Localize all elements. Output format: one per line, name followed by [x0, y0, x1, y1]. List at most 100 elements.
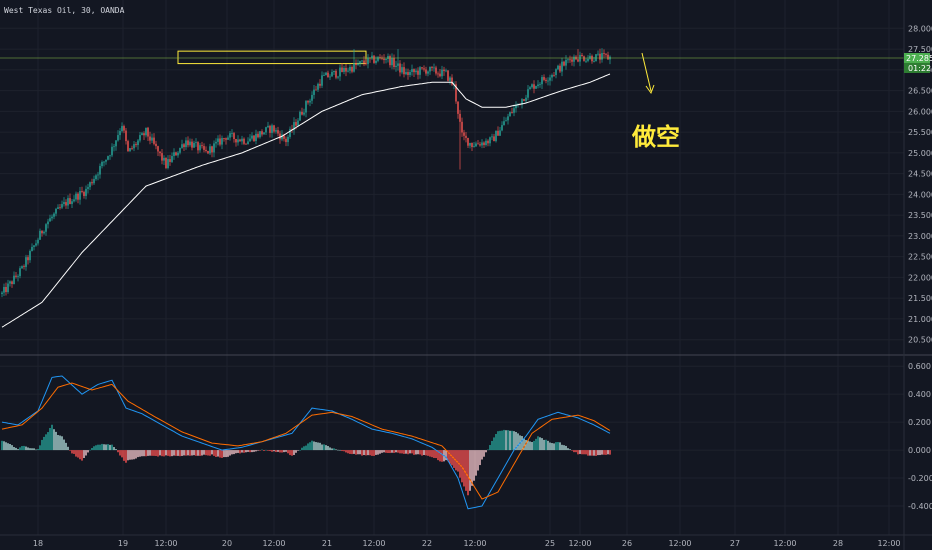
candle-body — [165, 157, 167, 169]
candlestick-series — [1, 48, 611, 298]
candle-body — [459, 113, 461, 122]
histogram-bar — [189, 450, 191, 456]
candle-body — [547, 80, 549, 82]
candle-body — [59, 207, 61, 209]
candle-body — [39, 230, 41, 240]
candle-body — [363, 60, 365, 64]
histogram-bar — [183, 450, 185, 456]
candle-body — [301, 111, 303, 115]
histogram-bar — [407, 450, 409, 455]
candle-body — [393, 57, 395, 67]
candle-body — [3, 287, 5, 293]
candle-body — [341, 67, 343, 72]
candle-body — [567, 59, 569, 61]
histogram-bar — [437, 450, 439, 461]
histogram-bar — [21, 446, 23, 451]
time-axis[interactable]: 18 19 12:00 20 12:00 21 12:00 22 12:00 25 12:00 26 1… — [33, 539, 901, 548]
candle-body — [123, 126, 125, 131]
countdown-badge: 01:22 — [904, 62, 931, 73]
candle-body — [203, 146, 205, 150]
histogram-bar — [571, 450, 573, 451]
candle-body — [331, 72, 333, 77]
last-price-badge: 27.285 — [904, 52, 932, 63]
histogram-bar — [17, 449, 19, 451]
histogram-bar — [395, 450, 397, 453]
candle-body — [333, 70, 335, 73]
price-tick-label: 24.500 — [908, 170, 932, 179]
candle-body — [463, 132, 465, 136]
candle-body — [43, 231, 45, 234]
histogram-bar — [329, 447, 331, 451]
candle-body — [163, 157, 165, 161]
histogram-bar — [403, 450, 405, 454]
macd-axis[interactable]: 0.600 0.400 0.200 0.000 -0.200 -0.400 — [908, 362, 932, 511]
histogram-bar — [15, 447, 17, 451]
histogram-bar — [581, 450, 583, 455]
candle-body — [279, 133, 281, 140]
candle-body — [565, 59, 567, 66]
candle-body — [257, 133, 259, 138]
histogram-bar — [145, 450, 147, 457]
histogram-bar — [121, 450, 123, 458]
candle-body — [589, 55, 591, 59]
histogram-bar — [367, 450, 369, 456]
candle-body — [183, 144, 185, 148]
histogram-bar — [181, 450, 183, 456]
histogram-bar — [207, 450, 209, 456]
histogram-bar — [477, 450, 479, 471]
price-tick-label: 23.000 — [908, 232, 932, 241]
candle-body — [267, 125, 269, 128]
histogram-bar — [525, 439, 527, 451]
histogram-bar — [129, 450, 131, 460]
histogram-bar — [607, 450, 609, 455]
candle-body — [137, 140, 139, 146]
histogram-bar — [509, 430, 511, 451]
histogram-bar — [79, 450, 81, 460]
candle-body — [199, 145, 201, 151]
candle-body — [367, 57, 369, 65]
candle-body — [175, 152, 177, 156]
histogram-bar — [105, 444, 107, 451]
candle-body — [115, 140, 117, 147]
histogram-bar — [25, 446, 27, 451]
candle-body — [173, 152, 175, 157]
histogram-bar — [123, 450, 125, 461]
histogram-bar — [55, 431, 57, 451]
histogram-bar — [51, 424, 53, 451]
histogram-bar — [287, 450, 289, 454]
candle-body — [239, 139, 241, 142]
histogram-bar — [73, 450, 75, 454]
histogram-bar — [281, 450, 283, 453]
histogram-bar — [7, 443, 9, 451]
candle-body — [95, 175, 97, 180]
candle-body — [523, 99, 525, 101]
candle-body — [125, 130, 127, 142]
histogram-bar — [467, 450, 469, 496]
candle-body — [417, 70, 419, 75]
candle-body — [237, 139, 239, 143]
histogram-bar — [425, 450, 427, 456]
candle-body — [153, 137, 155, 144]
histogram-bar — [117, 450, 119, 453]
histogram-bar — [523, 438, 525, 451]
candle-body — [303, 112, 305, 115]
x-tick-label: 26 — [622, 539, 632, 548]
candle-body — [409, 71, 411, 75]
candle-body — [541, 77, 543, 85]
candle-body — [467, 137, 469, 146]
candle-body — [411, 69, 413, 72]
histogram-bar — [231, 450, 233, 455]
candle-body — [605, 53, 607, 55]
histogram-bar — [559, 442, 561, 451]
histogram-bar — [113, 447, 115, 451]
candle-body — [439, 73, 441, 77]
histogram-bar — [521, 436, 523, 451]
candle-body — [99, 166, 101, 175]
candle-body — [561, 61, 563, 72]
histogram-bar — [101, 443, 103, 451]
candle-body — [295, 122, 297, 126]
candle-body — [373, 55, 375, 63]
candle-body — [445, 70, 447, 72]
histogram-bar — [391, 450, 393, 453]
